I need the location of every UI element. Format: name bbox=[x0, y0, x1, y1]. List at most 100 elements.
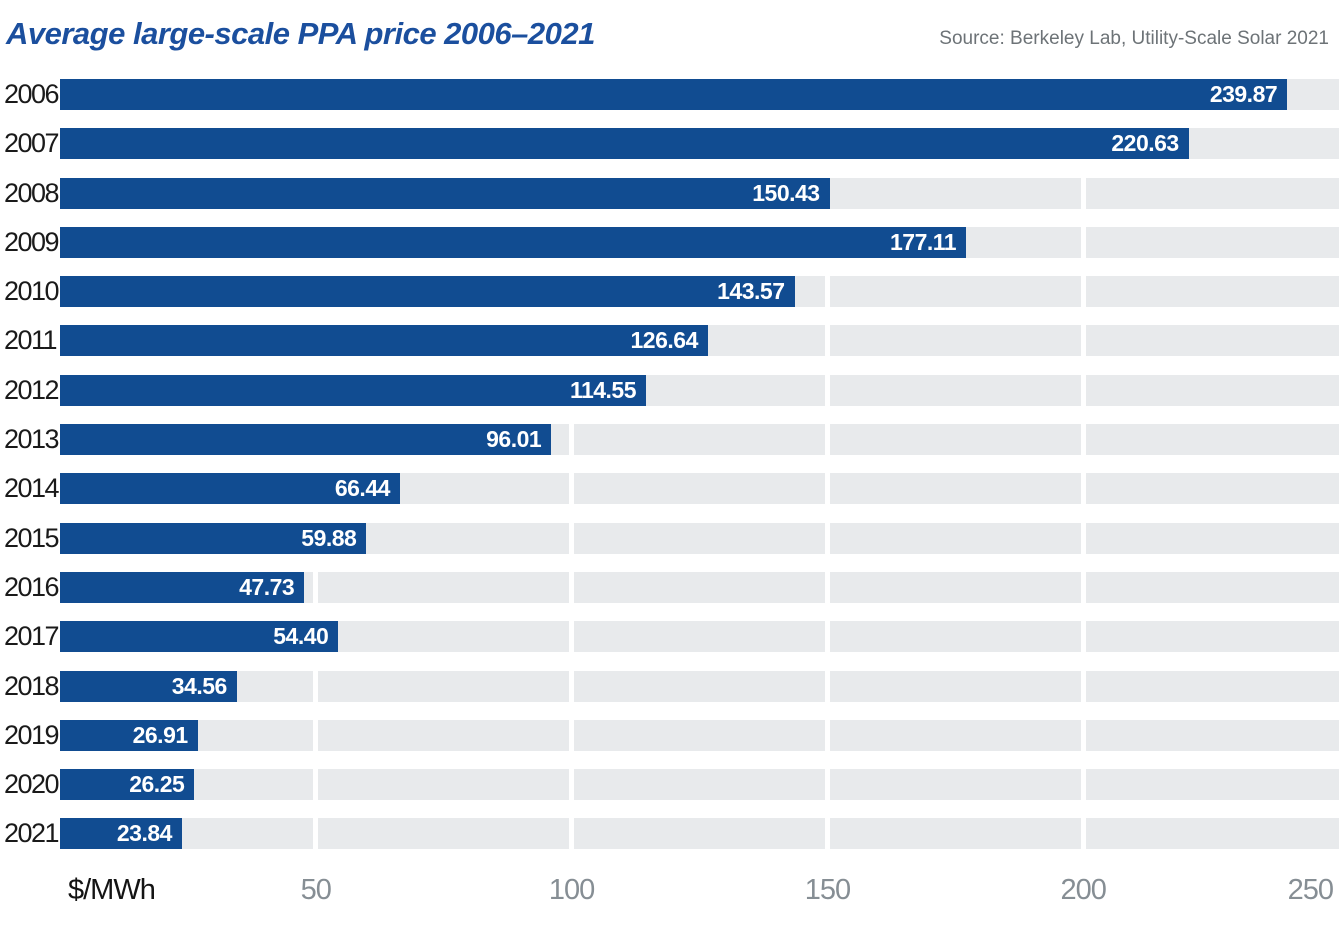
gridline bbox=[824, 276, 830, 308]
bar-value-label: 26.25 bbox=[129, 771, 185, 798]
gridline bbox=[569, 818, 575, 850]
chart-row: 2021 23.84 bbox=[0, 818, 1339, 867]
bar: 114.55 bbox=[60, 374, 647, 406]
chart-row: 2018 34.56 bbox=[0, 670, 1339, 720]
chart-row: 2016 47.73 bbox=[0, 571, 1339, 621]
bar: 177.11 bbox=[60, 226, 967, 258]
year-label: 2015 bbox=[4, 522, 60, 553]
chart-header: Average large-scale PPA price 2006–2021 … bbox=[0, 0, 1339, 79]
year-label: 2007 bbox=[4, 128, 60, 159]
bar-track: 47.73 bbox=[60, 571, 1339, 603]
chart-row: 2019 26.91 bbox=[0, 719, 1339, 769]
gridline bbox=[569, 424, 575, 456]
year-label: 2012 bbox=[4, 374, 60, 405]
year-label: 2016 bbox=[4, 571, 60, 602]
gridline bbox=[1080, 522, 1086, 554]
gridline bbox=[313, 719, 319, 751]
gridline bbox=[1080, 719, 1086, 751]
chart-title: Average large-scale PPA price 2006–2021 bbox=[6, 16, 595, 51]
bar: 59.88 bbox=[60, 522, 367, 554]
gridline bbox=[569, 769, 575, 801]
chart-row: 2017 54.40 bbox=[0, 621, 1339, 670]
year-label: 2020 bbox=[4, 769, 60, 800]
bar-track: 126.64 bbox=[60, 325, 1339, 357]
bar: 126.64 bbox=[60, 325, 708, 357]
chart-row: 2006 239.87 bbox=[0, 79, 1339, 128]
gridline bbox=[1080, 374, 1086, 406]
bar-track: 114.55 bbox=[60, 374, 1339, 406]
axis-unit-label: $/MWh bbox=[68, 873, 156, 906]
chart-row: 2014 66.44 bbox=[0, 473, 1339, 522]
bar-track: 177.11 bbox=[60, 226, 1339, 258]
year-label: 2010 bbox=[4, 276, 60, 307]
gridline bbox=[1080, 621, 1086, 653]
bar: 150.43 bbox=[60, 177, 830, 209]
chart-row: 2015 59.88 bbox=[0, 522, 1339, 572]
bar-value-label: 239.87 bbox=[1209, 81, 1278, 107]
gridline bbox=[824, 424, 830, 456]
year-label: 2017 bbox=[4, 621, 60, 652]
bar: 47.73 bbox=[60, 571, 305, 603]
gridline bbox=[824, 818, 830, 850]
bar: 23.84 bbox=[60, 818, 182, 850]
gridline bbox=[1080, 473, 1086, 505]
gridline bbox=[824, 325, 830, 357]
bar-value-label: 59.88 bbox=[301, 524, 357, 551]
year-label: 2018 bbox=[4, 670, 60, 701]
bar: 220.63 bbox=[60, 128, 1189, 160]
bar-value-label: 143.57 bbox=[717, 278, 785, 305]
year-label: 2009 bbox=[4, 226, 60, 257]
bar-track: 239.87 bbox=[60, 79, 1339, 110]
gridline bbox=[824, 769, 830, 801]
bar-track: 34.56 bbox=[60, 670, 1339, 702]
gridline bbox=[569, 571, 575, 603]
year-label: 2011 bbox=[4, 325, 58, 356]
bar-value-label: 220.63 bbox=[1111, 130, 1179, 157]
bar-value-label: 177.11 bbox=[890, 228, 957, 255]
gridline bbox=[313, 670, 319, 702]
axis-tick-label: 100 bbox=[548, 873, 595, 906]
gridline bbox=[313, 571, 319, 603]
bar-track: 54.40 bbox=[60, 621, 1339, 653]
gridline bbox=[1080, 670, 1086, 702]
gridline bbox=[569, 621, 575, 653]
bar: 239.87 bbox=[60, 79, 1288, 110]
bar-value-label: 54.40 bbox=[273, 623, 329, 650]
bar-value-label: 47.73 bbox=[239, 573, 295, 600]
axis-tick-label: 150 bbox=[804, 873, 851, 906]
bar-value-label: 34.56 bbox=[171, 672, 228, 699]
bar: 66.44 bbox=[60, 473, 400, 505]
bar-value-label: 23.84 bbox=[116, 820, 173, 847]
bar-track: 59.88 bbox=[60, 522, 1339, 554]
gridline bbox=[824, 473, 830, 505]
gridline bbox=[569, 522, 575, 554]
bar-track: 150.43 bbox=[60, 177, 1339, 209]
gridline bbox=[1080, 226, 1086, 258]
gridline bbox=[1080, 325, 1086, 357]
gridline bbox=[824, 621, 830, 653]
chart-row: 2008 150.43 bbox=[0, 177, 1339, 227]
bar-value-label: 114.55 bbox=[569, 376, 637, 403]
bar: 26.91 bbox=[60, 719, 198, 751]
year-label: 2008 bbox=[4, 177, 60, 208]
bar-track: 26.25 bbox=[60, 769, 1339, 801]
bar-value-label: 26.91 bbox=[132, 721, 189, 748]
bar-chart: 2006 239.87 2007 220.63 2008 150.43 2009 177.11… bbox=[0, 79, 1339, 868]
gridline bbox=[313, 818, 319, 850]
bar: 26.25 bbox=[60, 769, 195, 801]
axis-tick-label: 200 bbox=[1060, 873, 1106, 906]
bar: 143.57 bbox=[60, 276, 795, 308]
source-label: Source: Berkeley Lab, Utility-Scale Sola… bbox=[939, 28, 1329, 49]
year-label: 2021 bbox=[4, 818, 60, 849]
bar: 96.01 bbox=[60, 424, 552, 456]
year-label: 2013 bbox=[4, 424, 60, 455]
bar-track: 96.01 bbox=[60, 424, 1339, 456]
year-label: 2014 bbox=[4, 473, 60, 504]
bar-track: 23.84 bbox=[60, 818, 1339, 850]
chart-row: 2012 114.55 bbox=[0, 374, 1339, 424]
year-label: 2006 bbox=[4, 79, 60, 109]
gridline bbox=[313, 769, 319, 801]
gridline bbox=[824, 374, 830, 406]
bar-track: 220.63 bbox=[60, 128, 1339, 160]
